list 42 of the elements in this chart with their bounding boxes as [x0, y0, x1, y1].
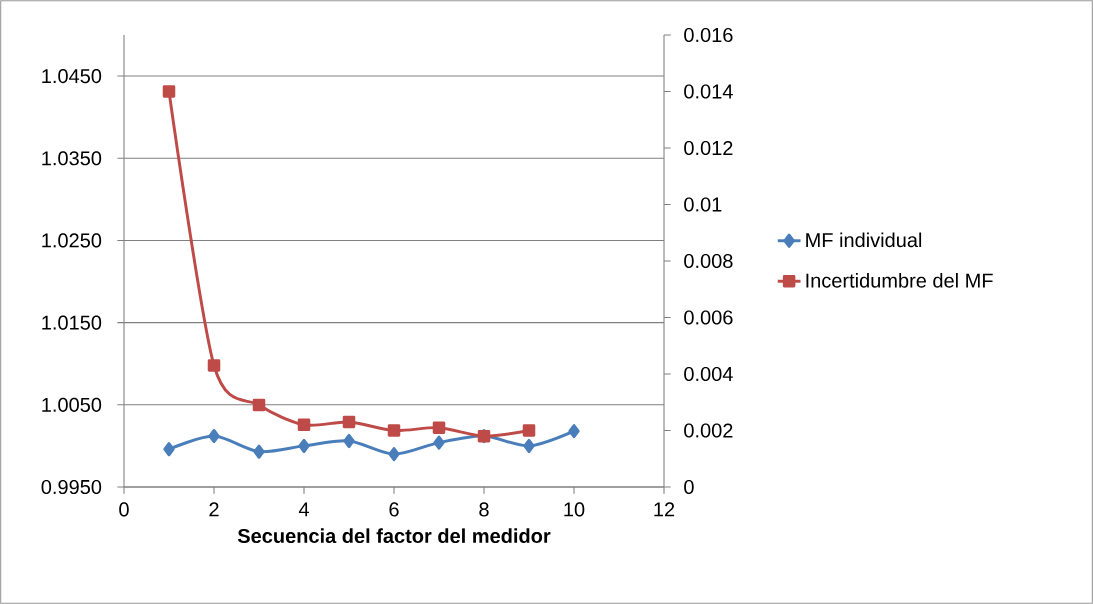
point — [523, 438, 535, 453]
y-tick-label: 1.0450 — [42, 69, 102, 84]
point — [432, 421, 446, 434]
point — [298, 438, 310, 453]
point — [252, 398, 266, 412]
point — [387, 424, 401, 437]
point — [163, 442, 175, 457]
y2-tick-label: 0.006 — [684, 310, 733, 325]
y-tick-label: 1.0150 — [42, 315, 102, 330]
x-axis-title: Secuencia del factor del medidor — [237, 528, 551, 544]
point — [253, 444, 265, 459]
point — [208, 428, 220, 444]
x-tick-label: 6 — [389, 502, 399, 517]
x-tick-label: 0 — [119, 502, 129, 517]
legend-label: MF individual — [806, 232, 922, 248]
point — [522, 424, 536, 437]
legend-label: Incertidumbre del MF — [806, 273, 993, 288]
x-tick-label: 2 — [209, 502, 219, 517]
point — [297, 418, 311, 432]
point — [207, 359, 221, 372]
y-tick-label: 0.9950 — [41, 479, 102, 495]
x-tick-label: 10 — [564, 502, 585, 517]
y2-tick-label: 0.01 — [684, 197, 722, 212]
point — [568, 424, 580, 439]
y-tick-label: 1.0250 — [42, 233, 102, 248]
point — [388, 447, 400, 462]
y2-tick-label: 0.002 — [684, 423, 733, 438]
y-tick-label: 1.0350 — [42, 151, 102, 166]
point — [342, 415, 356, 429]
point — [433, 435, 445, 450]
x-tick-label: 8 — [479, 502, 489, 517]
point — [343, 433, 355, 449]
point — [162, 85, 176, 98]
x-tick-label: 12 — [654, 502, 675, 517]
x-tick-label: 4 — [298, 502, 309, 517]
y-tick-label: 1.0050 — [42, 397, 102, 412]
y2-tick-label: 0 — [684, 479, 694, 495]
y2-tick-label: 0.012 — [684, 140, 733, 156]
y2-tick-label: 0.014 — [684, 84, 733, 99]
y2-tick-label: 0.008 — [684, 253, 733, 269]
y2-tick-label: 0.016 — [684, 27, 733, 43]
y2-tick-label: 0.004 — [684, 366, 733, 382]
